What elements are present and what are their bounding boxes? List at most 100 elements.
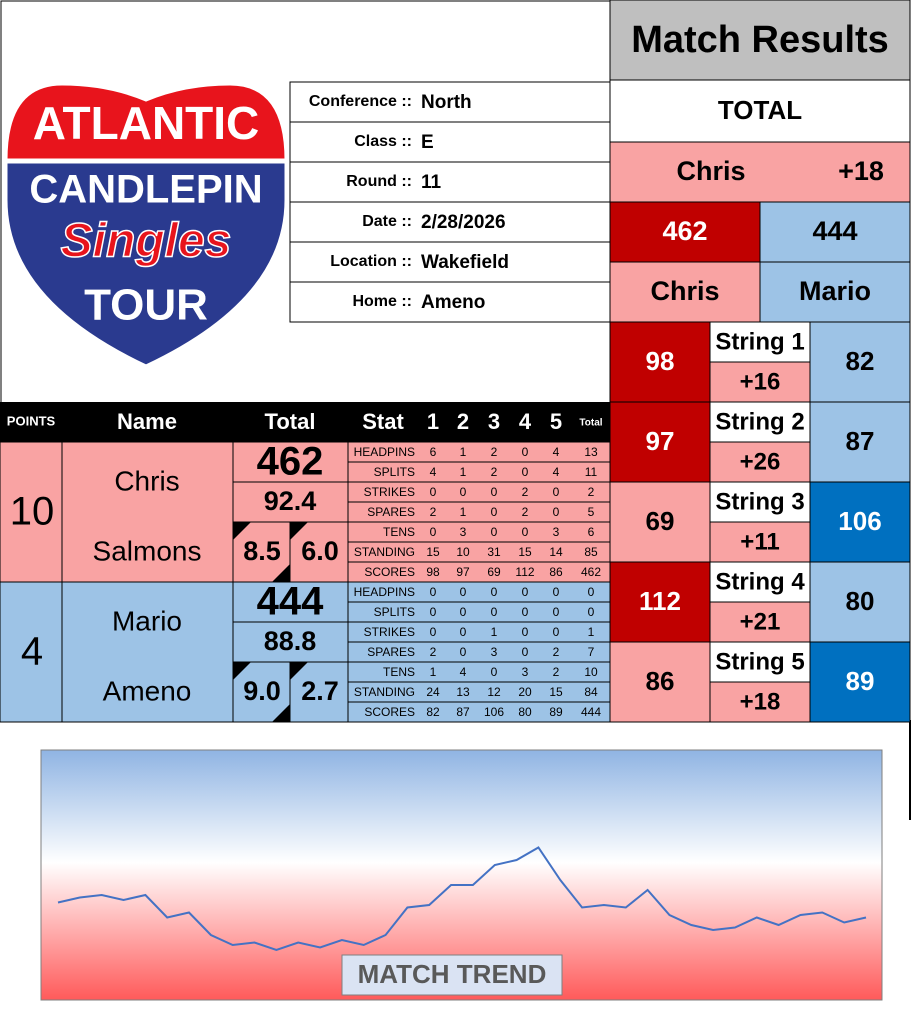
header-text: Stat bbox=[362, 409, 404, 434]
stat-value: 31 bbox=[487, 545, 501, 559]
stat-name: HEADPINS bbox=[354, 445, 415, 459]
stat-value: 0 bbox=[553, 585, 560, 599]
info-value: 11 bbox=[421, 172, 442, 193]
name-cell bbox=[61, 441, 234, 583]
stat-value: 0 bbox=[491, 505, 498, 519]
info-value: Ameno bbox=[421, 292, 485, 313]
string-label: String 1 bbox=[715, 328, 804, 355]
string-label: String 2 bbox=[715, 408, 804, 435]
stat-value: 15 bbox=[518, 545, 532, 559]
string-label: String 3 bbox=[715, 488, 804, 515]
name-cell bbox=[61, 581, 234, 723]
points: 4 bbox=[21, 630, 43, 674]
stat-value: 0 bbox=[522, 445, 529, 459]
leader: Chris bbox=[676, 156, 745, 186]
stat-name: STRIKES bbox=[364, 625, 415, 639]
stat-value: 3 bbox=[491, 645, 498, 659]
logo-top bbox=[4, 82, 288, 162]
string-score-cell bbox=[609, 321, 711, 403]
stat-value: 1 bbox=[460, 445, 467, 459]
stat-value: 13 bbox=[456, 685, 470, 699]
info-row bbox=[289, 281, 611, 323]
stat-value: 112 bbox=[515, 565, 534, 579]
stat-value: 10 bbox=[584, 665, 598, 679]
string-score-cell bbox=[809, 401, 911, 483]
stat-name: STANDING bbox=[354, 545, 415, 559]
corner-mark bbox=[233, 662, 251, 680]
corner-mark bbox=[272, 704, 290, 722]
first-name: Chris bbox=[114, 465, 179, 496]
header-text: Total bbox=[579, 418, 602, 429]
stat-name: SPLITS bbox=[374, 605, 415, 619]
stat-value: 0 bbox=[430, 525, 437, 539]
player-name: Mario bbox=[799, 276, 871, 306]
stat-value: 24 bbox=[426, 685, 440, 699]
stat-name: SCORES bbox=[364, 565, 415, 579]
stat-value: 80 bbox=[518, 705, 532, 719]
stat-value: 2 bbox=[522, 505, 529, 519]
ratio: 2.7 bbox=[301, 676, 339, 706]
stat-value: 11 bbox=[585, 465, 598, 479]
corner-mark bbox=[290, 662, 308, 680]
string-diff-cell bbox=[709, 601, 811, 643]
string-score: 69 bbox=[646, 506, 675, 536]
stat-value: 20 bbox=[518, 685, 532, 699]
stat-value: 0 bbox=[522, 605, 529, 619]
trend-line bbox=[57, 846, 867, 952]
stat-value: 0 bbox=[522, 525, 529, 539]
total: 444 bbox=[257, 580, 324, 624]
header-text: 1 bbox=[427, 409, 439, 434]
string-score: 97 bbox=[646, 426, 675, 456]
score-cell bbox=[609, 201, 761, 263]
table-header bbox=[0, 402, 610, 442]
header-text: POINTS bbox=[7, 413, 56, 428]
stat-value: 12 bbox=[487, 685, 501, 699]
total-label: TOTAL bbox=[718, 95, 802, 125]
ratio-cell bbox=[232, 661, 291, 723]
stat-value: 5 bbox=[588, 505, 595, 519]
info-label: Conference :: bbox=[309, 93, 412, 110]
info-label: Home :: bbox=[352, 293, 412, 310]
margin: +18 bbox=[838, 156, 884, 186]
stat-value: 0 bbox=[430, 485, 437, 499]
stat-value: 2 bbox=[430, 505, 437, 519]
stat-value: 2 bbox=[588, 485, 595, 499]
trend-label-box bbox=[341, 954, 563, 996]
string-score: 106 bbox=[838, 506, 881, 536]
corner-mark bbox=[233, 522, 251, 540]
stat-value: 89 bbox=[549, 705, 563, 719]
stat-value: 0 bbox=[522, 625, 529, 639]
ratio: 6.0 bbox=[301, 536, 339, 566]
stat-value: 0 bbox=[522, 645, 529, 659]
header-text: Total bbox=[265, 409, 316, 434]
stat-value: 2 bbox=[553, 665, 560, 679]
info-label: Round :: bbox=[346, 173, 412, 190]
stat-value: 0 bbox=[430, 605, 437, 619]
stat-name: TENS bbox=[383, 665, 415, 679]
string-diff: +26 bbox=[740, 448, 781, 475]
info-value: E bbox=[421, 132, 434, 153]
total-cell bbox=[232, 441, 349, 483]
stat-value: 0 bbox=[430, 585, 437, 599]
stat-value: 0 bbox=[491, 585, 498, 599]
info-value: Wakefield bbox=[421, 252, 509, 273]
stat-value: 82 bbox=[426, 705, 440, 719]
info-label: Location :: bbox=[330, 253, 412, 270]
total: 462 bbox=[257, 440, 324, 484]
last-name: Ameno bbox=[103, 675, 192, 706]
results-title: Match Results bbox=[631, 19, 889, 61]
string-score: 82 bbox=[846, 346, 875, 376]
stat-value: 2 bbox=[491, 465, 498, 479]
stat-value: 0 bbox=[553, 485, 560, 499]
stat-value: 2 bbox=[522, 485, 529, 499]
stat-value: 444 bbox=[581, 705, 601, 719]
stat-value: 87 bbox=[456, 705, 470, 719]
stat-value: 6 bbox=[430, 445, 437, 459]
logo-text: TOUR bbox=[84, 281, 208, 330]
header-text: 5 bbox=[550, 409, 562, 434]
string-label: String 4 bbox=[715, 568, 805, 595]
string-diff: +18 bbox=[740, 688, 781, 715]
string-diff-cell bbox=[709, 361, 811, 403]
stat-value: 0 bbox=[430, 625, 437, 639]
stat-value: 2 bbox=[553, 645, 560, 659]
